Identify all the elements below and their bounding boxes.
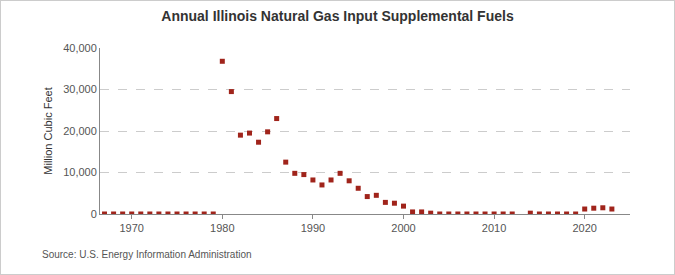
- svg-text:30,000: 30,000: [63, 83, 97, 95]
- svg-text:20,000: 20,000: [63, 125, 97, 137]
- svg-text:2000: 2000: [391, 222, 415, 234]
- svg-text:40,000: 40,000: [63, 42, 97, 54]
- svg-text:Million Cubic Feet: Million Cubic Feet: [42, 87, 54, 174]
- svg-text:Source: U.S. Energy Informatio: Source: U.S. Energy Information Administ…: [42, 249, 252, 260]
- svg-text:0: 0: [91, 208, 97, 220]
- svg-text:1990: 1990: [301, 222, 325, 234]
- svg-text:Annual Illinois Natural Gas In: Annual Illinois Natural Gas Input Supple…: [161, 8, 514, 24]
- svg-text:1980: 1980: [210, 222, 234, 234]
- svg-text:10,000: 10,000: [63, 166, 97, 178]
- svg-text:1970: 1970: [119, 222, 143, 234]
- svg-text:2010: 2010: [482, 222, 506, 234]
- svg-text:2020: 2020: [572, 222, 596, 234]
